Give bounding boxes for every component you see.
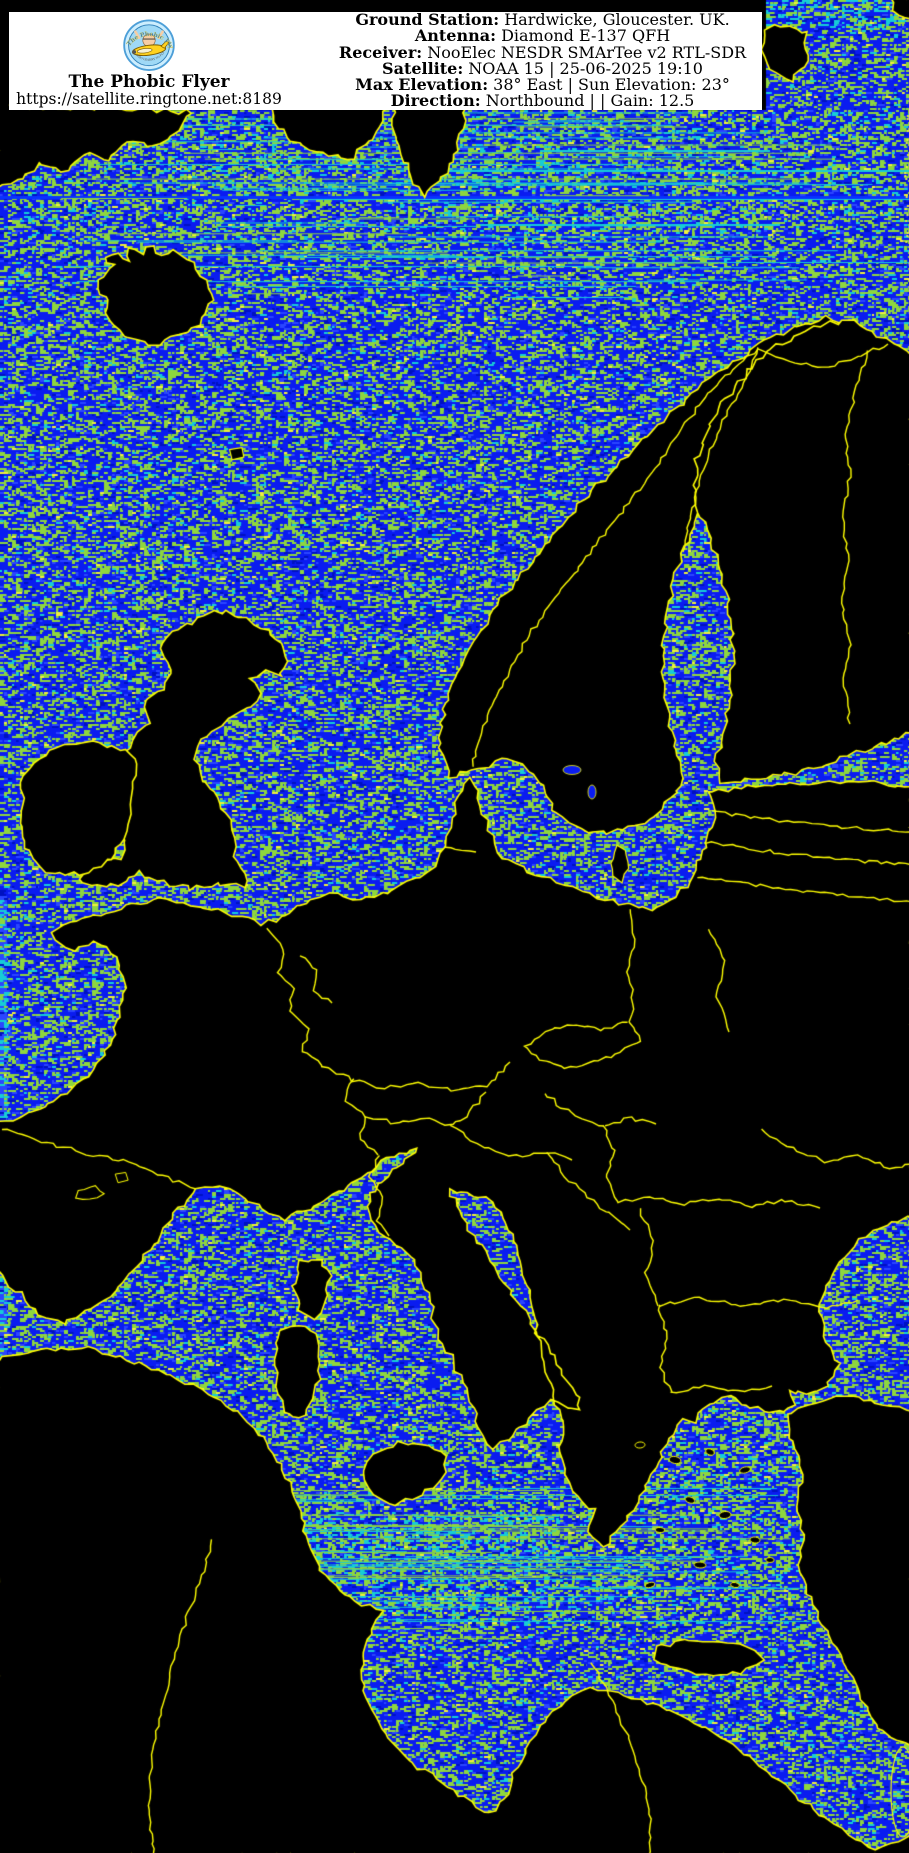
direction-value: Northbound | | Gain: 12.5: [481, 91, 695, 110]
satellite-map-image: [0, 0, 909, 1853]
station-logo: The Phobic Flyer WHO LEARNT TO FLY: [118, 13, 180, 75]
station-name: The Phobic Flyer: [68, 73, 229, 91]
station-info-header: The Phobic Flyer WHO LEARNT TO FLY The P…: [9, 12, 762, 110]
direction-label: Direction:: [391, 91, 481, 110]
station-url-link[interactable]: https://satellite.ringtone.net:8189: [16, 91, 282, 108]
pass-details: Ground Station: Hardwicke, Gloucester. U…: [289, 12, 762, 110]
direction-line: Direction: Northbound | | Gain: 12.5: [325, 93, 760, 109]
station-identity: The Phobic Flyer WHO LEARNT TO FLY The P…: [9, 12, 289, 110]
satellite-image-page: The Phobic Flyer WHO LEARNT TO FLY The P…: [0, 0, 909, 1853]
